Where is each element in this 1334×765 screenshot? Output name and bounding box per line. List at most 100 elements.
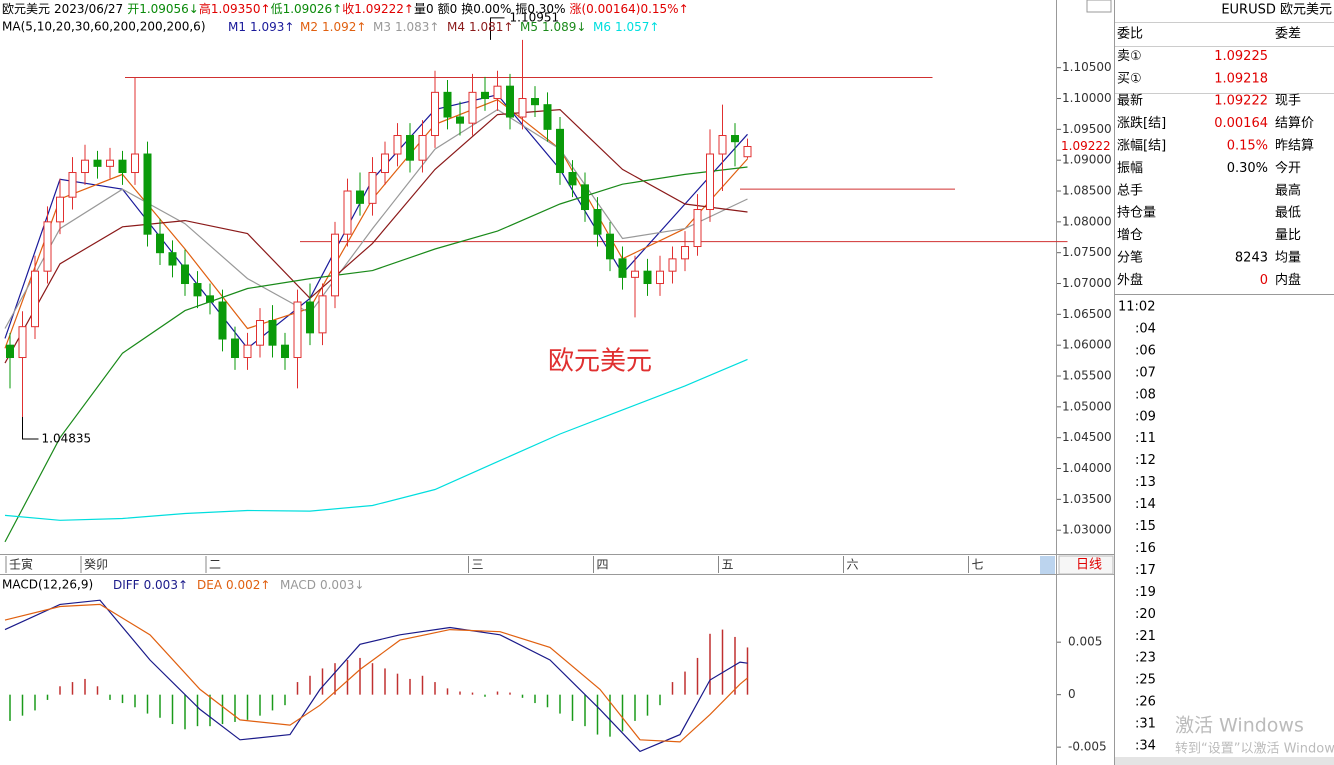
candle-body (243, 344, 252, 359)
row-label: 委比 (1117, 27, 1143, 42)
legend-entry: M1 1.093↑ (228, 20, 294, 34)
time-entry: :21 (1135, 629, 1156, 644)
candle-body (6, 344, 14, 359)
candle-body (293, 301, 302, 359)
time-entry: :31 (1135, 717, 1156, 732)
candle-body (743, 145, 752, 158)
candle-body (443, 91, 452, 118)
y-tick-label: -0.005 (1068, 740, 1107, 754)
x-tick-label: 癸卯 (84, 558, 108, 572)
legend-name: M5 (520, 20, 538, 34)
time-entry: :09 (1135, 409, 1156, 424)
candle-body (668, 258, 677, 272)
y-tick-label: 1.04500 (1062, 430, 1112, 444)
candle-body (193, 283, 202, 297)
candle-body (693, 209, 702, 248)
row-value: 1.09222 (1214, 94, 1268, 109)
os-watermark: 激活 Windows (1175, 715, 1304, 737)
last-price-label: 1.09222 (1061, 139, 1111, 153)
legend-value: 1.081↑ (469, 20, 513, 34)
candle-body (506, 85, 514, 118)
time-entry: :13 (1135, 475, 1156, 490)
x-tick-label: 三 (472, 558, 484, 572)
legend-value: 0.003↑ (144, 578, 188, 592)
legend-entry: M6 1.057↑ (593, 20, 659, 34)
period-label: 日线 (1076, 558, 1102, 573)
candle-body (131, 153, 139, 174)
candle-body (381, 153, 389, 174)
candle-body (618, 258, 627, 278)
header-item: 低1.09026↑ (271, 2, 343, 16)
y-tick-label: 0.005 (1068, 635, 1102, 649)
candle-body (318, 295, 327, 334)
window-button[interactable] (1086, 0, 1112, 13)
row-label: 最新 (1117, 93, 1143, 109)
y-tick-label: 1.05000 (1062, 399, 1112, 413)
row-value: 0.00164 (1214, 116, 1268, 131)
candle-body (643, 270, 652, 285)
row-right: 最低 (1275, 206, 1301, 221)
last-price-box (1057, 138, 1113, 155)
legend-name: M1 (228, 20, 246, 34)
line-series (4, 358, 748, 521)
legend-entry: DEA 0.002↑ (197, 578, 270, 592)
time-entry: :15 (1135, 519, 1156, 534)
line-series (4, 603, 748, 743)
x-tick-label: 五 (722, 558, 734, 572)
row-label: 振幅 (1117, 161, 1143, 176)
panel-tabs[interactable] (1115, 757, 1334, 765)
candle-body (181, 264, 189, 285)
y-tick-label: 1.09000 (1062, 153, 1112, 167)
annotation-leader (22, 417, 39, 440)
time-entry: :14 (1135, 497, 1156, 512)
time-entry: :04 (1135, 321, 1156, 336)
candle-body (606, 233, 614, 260)
legend-name: DIFF (113, 578, 140, 592)
row-label: 卖① (1117, 49, 1142, 64)
legend-name: MACD (280, 578, 316, 592)
candle-body (93, 159, 102, 167)
candle-body (656, 270, 664, 285)
y-tick-label: 1.06500 (1062, 307, 1112, 321)
header: 欧元美元 2023/06/27 开1.09056↓高1.09350↑低1.09026… (2, 1, 689, 16)
row-label: 涨幅[结] (1117, 139, 1166, 154)
candle-body (406, 135, 414, 161)
candle-body (206, 295, 214, 303)
legend-entry: M3 1.083↑ (373, 20, 439, 34)
row-value: 1.09225 (1214, 49, 1268, 64)
scroll-box[interactable] (1040, 556, 1055, 574)
legend-value: 0.002↑ (226, 578, 270, 592)
time-entry: :17 (1135, 563, 1156, 578)
header-item: 欧元美元 (2, 2, 50, 16)
candle-body (118, 159, 127, 174)
period-box[interactable] (1058, 555, 1114, 575)
line-series (4, 166, 748, 543)
x-tick-label: 七 (972, 558, 984, 572)
candle-body (531, 98, 539, 106)
row-right: 结算价 (1275, 116, 1314, 131)
legend-name: M2 (300, 20, 318, 34)
candle-body (706, 153, 714, 211)
x-tick-label: 二 (209, 558, 221, 572)
row-value: 0 (1260, 273, 1268, 288)
legend-value: 1.093↑ (250, 20, 294, 34)
x-tick-label: 六 (847, 558, 859, 572)
candle-body (518, 98, 527, 118)
row-label: 分笔 (1117, 250, 1143, 266)
header-item: 收1.09222↑ (342, 2, 414, 16)
row-value: 0.15% (1227, 139, 1268, 154)
candle-body (543, 104, 552, 130)
row-right: 委差 (1275, 27, 1301, 42)
x-tick-label: 壬寅 (9, 557, 33, 572)
time-entry: :16 (1135, 541, 1156, 556)
y-tick-label: 1.10000 (1062, 91, 1112, 105)
candle-body (43, 221, 52, 272)
legend-entry: M5 1.089↓ (520, 20, 586, 34)
annotation-leader (490, 17, 505, 40)
legend-value: 1.057↑ (615, 20, 659, 34)
time-entry: :11 (1135, 431, 1156, 446)
time-entry: :34 (1135, 739, 1156, 754)
candle-body (568, 172, 577, 186)
y-tick-label: 1.04000 (1062, 461, 1112, 475)
